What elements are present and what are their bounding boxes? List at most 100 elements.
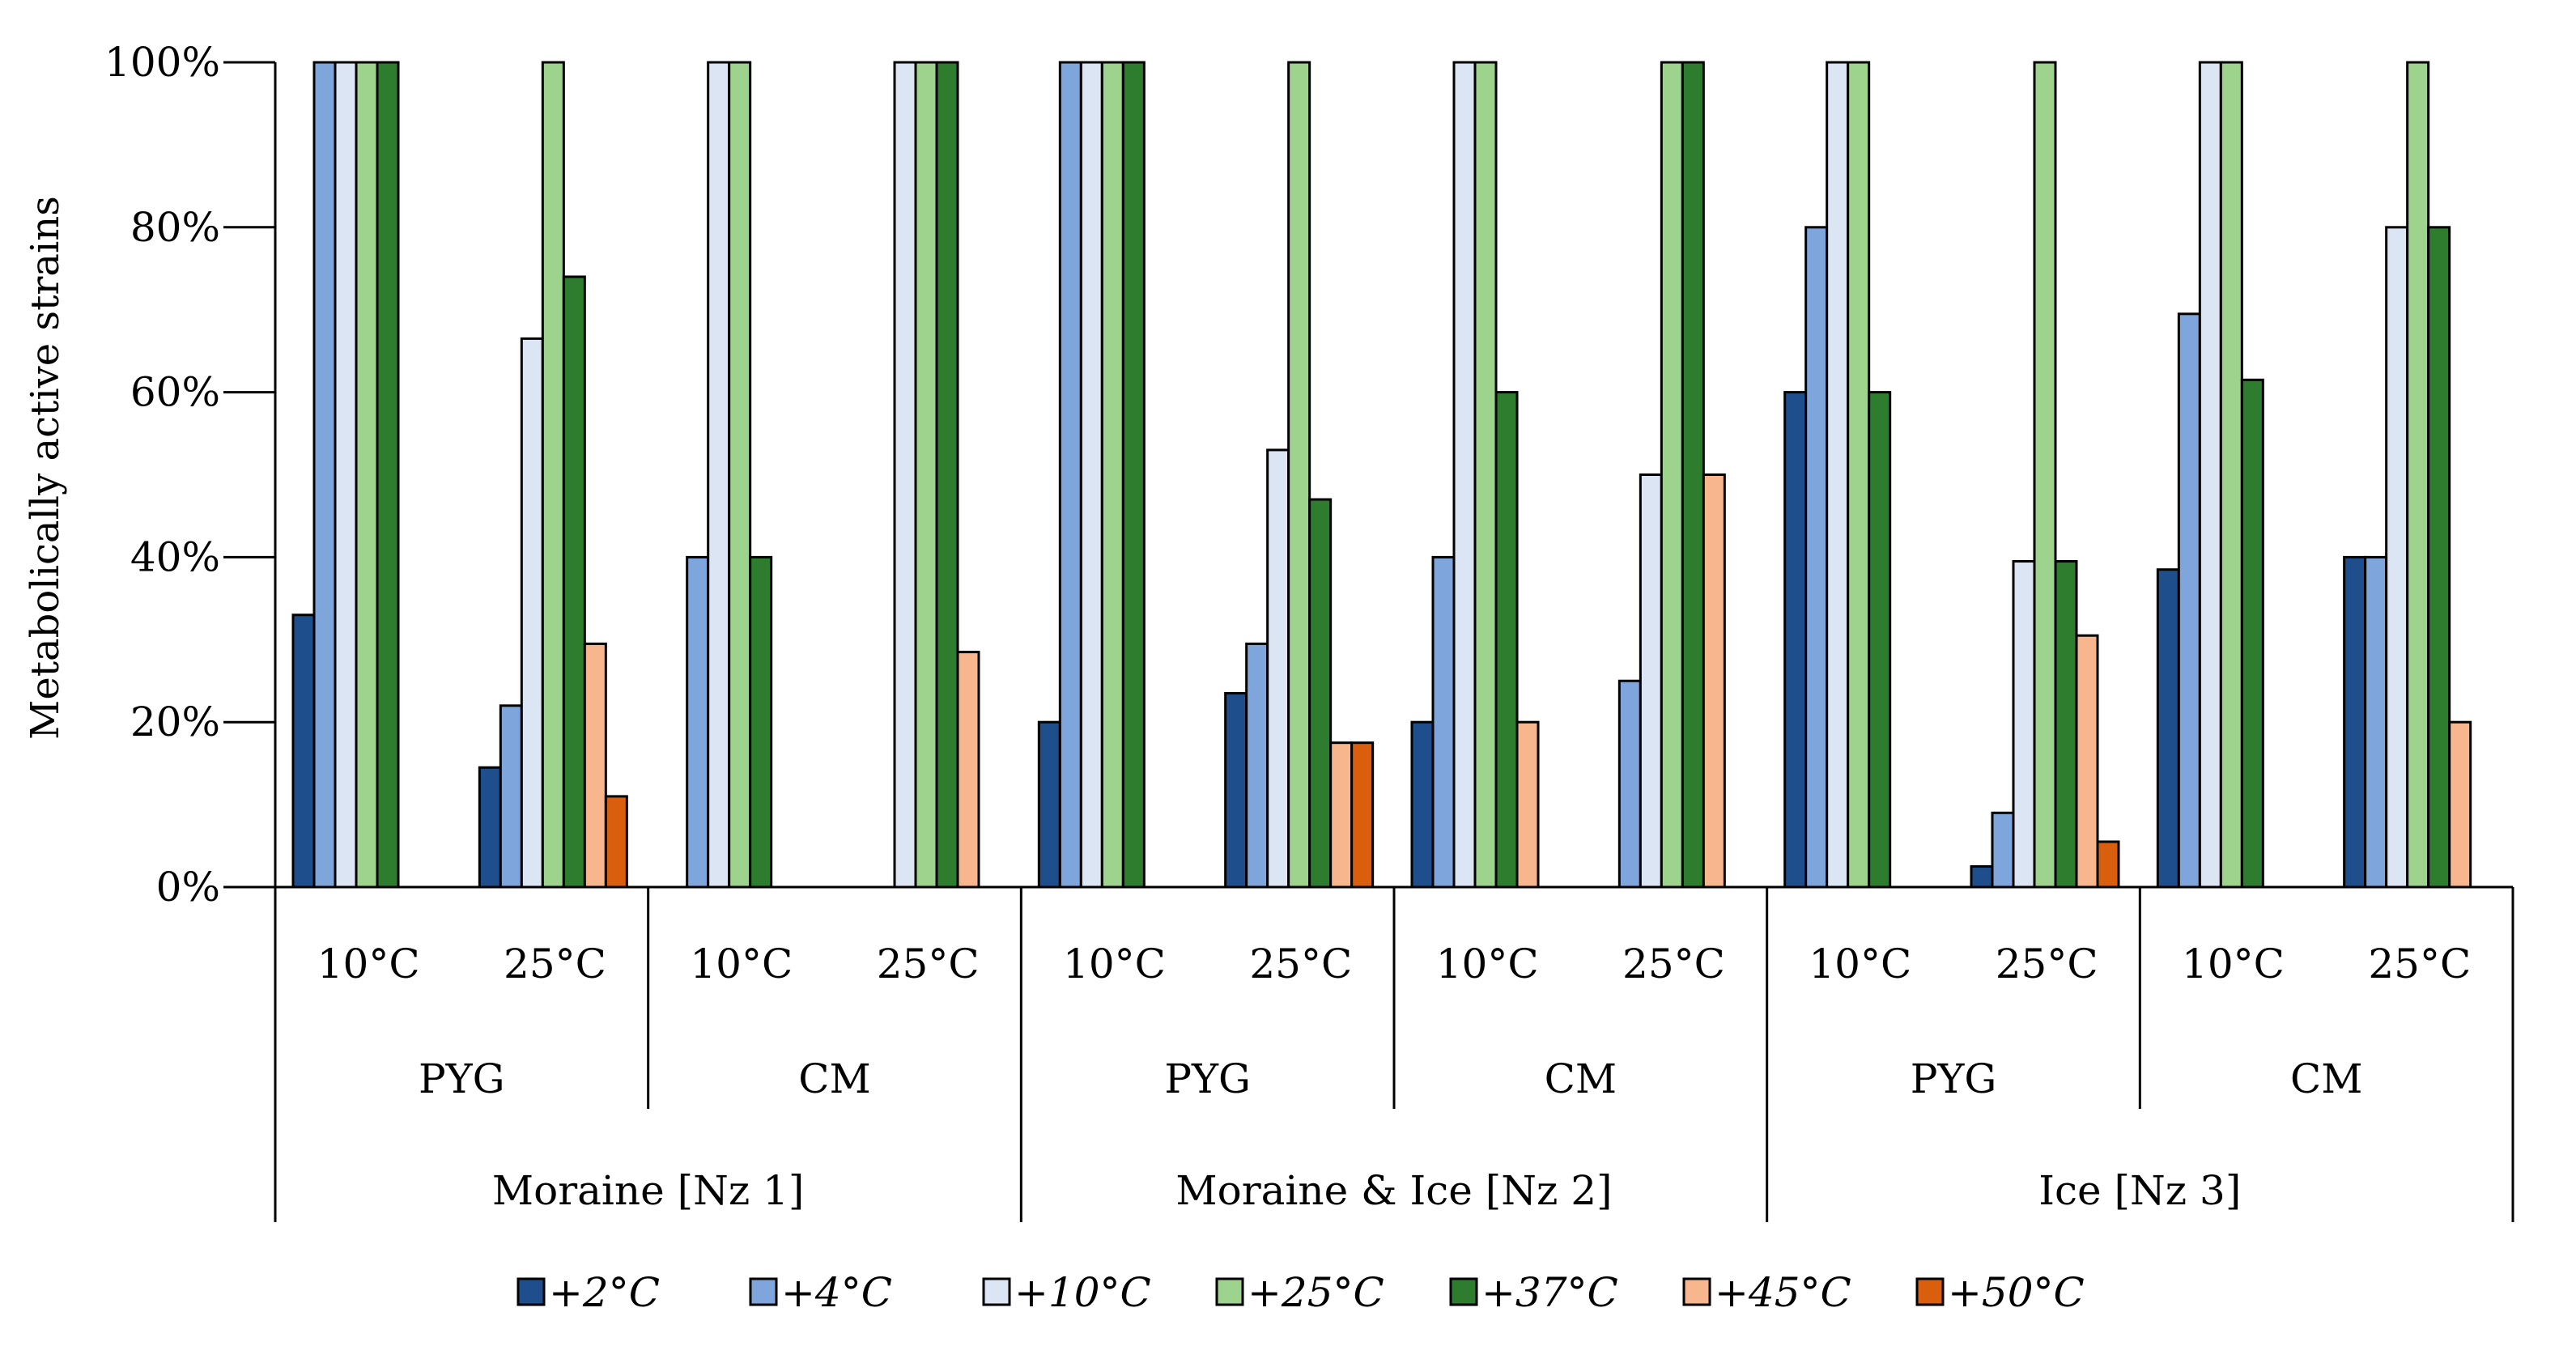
bar [312, 61, 337, 889]
y-tick-label: 40% [130, 533, 220, 580]
x-label-site: Moraine & Ice [Nz 2] [1175, 1167, 1612, 1214]
legend-label: +45°C [1715, 1269, 1851, 1316]
bar [749, 555, 773, 889]
legend-swatch [749, 1277, 778, 1306]
bar [2427, 226, 2451, 889]
bar [2177, 312, 2201, 889]
legend-swatch [1449, 1277, 1478, 1306]
bar [1868, 391, 1892, 889]
bar [541, 61, 565, 889]
x-label-medium: PYG [419, 1055, 505, 1102]
x-label-medium: PYG [1911, 1055, 1997, 1102]
category-labels: 10°C 25°C 10°C 25°C 10°C 25°C 10°C 25°C 10°C 25°C… [317, 941, 2472, 1214]
bar [1473, 61, 1498, 889]
bar [1702, 473, 1726, 889]
bar [1660, 61, 1684, 889]
bar [478, 766, 502, 889]
x-label-incubation-temp: 25°C [2368, 941, 2471, 987]
bar [2364, 555, 2388, 889]
legend-swatch [1682, 1277, 1711, 1306]
x-label-incubation-temp: 10°C [1809, 941, 1911, 987]
bar [2033, 61, 2057, 889]
bar [2385, 226, 2409, 889]
y-tick-label: 100% [104, 39, 220, 86]
bar [1970, 865, 1994, 889]
bar [1991, 811, 2015, 889]
bar [1037, 720, 1061, 889]
legend-swatch [982, 1277, 1011, 1306]
legend-label: +4°C [781, 1269, 892, 1316]
bar [376, 61, 400, 889]
bar [1783, 391, 1808, 889]
bar [355, 61, 379, 889]
y-tick-label: 80% [130, 204, 220, 251]
bar [1245, 642, 1269, 889]
x-label-incubation-temp: 25°C [1249, 941, 1352, 987]
legend-label: +10°C [1014, 1269, 1151, 1316]
x-label-incubation-temp: 25°C [1622, 941, 1725, 987]
legend-label: +50°C [1948, 1269, 2085, 1316]
bar [1287, 61, 1311, 889]
bar [562, 275, 586, 889]
bar [1266, 448, 1290, 889]
bar [520, 337, 544, 889]
bar [893, 61, 917, 889]
bar [334, 61, 358, 889]
y-tick-label: 20% [130, 698, 220, 745]
legend-label: +2°C [549, 1269, 660, 1316]
x-label-medium: PYG [1164, 1055, 1251, 1102]
bar [1121, 61, 1146, 889]
bar [2156, 568, 2180, 889]
x-label-medium: CM [2290, 1055, 2362, 1102]
bar [583, 642, 607, 889]
bar [1847, 61, 1871, 889]
x-label-incubation-temp: 25°C [504, 941, 606, 987]
x-label-incubation-temp: 10°C [317, 941, 420, 987]
x-label-incubation-temp: 25°C [1996, 941, 2098, 987]
x-label-incubation-temp: 10°C [1436, 941, 1539, 987]
bar [2406, 61, 2430, 889]
bar [2343, 555, 2367, 889]
axes [274, 62, 2514, 1222]
legend-swatch [516, 1277, 546, 1306]
bar [1224, 692, 1248, 889]
bar [1639, 473, 1663, 889]
bar [2219, 61, 2243, 889]
bar [2198, 61, 2222, 889]
bar [707, 61, 731, 889]
x-label-medium: CM [798, 1055, 870, 1102]
x-label-medium: CM [1545, 1055, 1617, 1102]
x-label-incubation-temp: 10°C [690, 941, 793, 987]
bar [1494, 391, 1519, 889]
bar [1329, 741, 1354, 889]
x-label-incubation-temp: 10°C [1063, 941, 1166, 987]
bar [1431, 555, 1456, 889]
legend-swatch [1915, 1277, 1945, 1306]
legend-swatch [1215, 1277, 1244, 1306]
legend-label: +37°C [1481, 1269, 1618, 1316]
legend: +2°C +4°C +10°C +25°C +37°C +45°C +50°C [516, 1269, 2085, 1316]
bar [2012, 559, 2036, 889]
y-axis-title: Metabolically active strains [23, 196, 68, 740]
bar [604, 795, 628, 889]
x-label-site: Ice [Nz 3] [2038, 1167, 2241, 1214]
bar [2096, 840, 2120, 889]
bars [291, 61, 2472, 889]
bar [2448, 720, 2472, 889]
bar [956, 651, 980, 889]
bar [2054, 559, 2078, 889]
bar [728, 61, 752, 889]
bar [2075, 634, 2099, 889]
bar [1410, 720, 1435, 889]
bar [1350, 741, 1375, 889]
bar [1079, 61, 1103, 889]
bar [1100, 61, 1124, 889]
x-label-site: Moraine [Nz 1] [492, 1167, 805, 1214]
bar [1515, 720, 1540, 889]
legend-label: +25°C [1248, 1269, 1384, 1316]
bar [1617, 679, 1642, 889]
bar [935, 61, 959, 889]
bar [499, 704, 523, 889]
y-tick-label: 0% [156, 864, 220, 911]
